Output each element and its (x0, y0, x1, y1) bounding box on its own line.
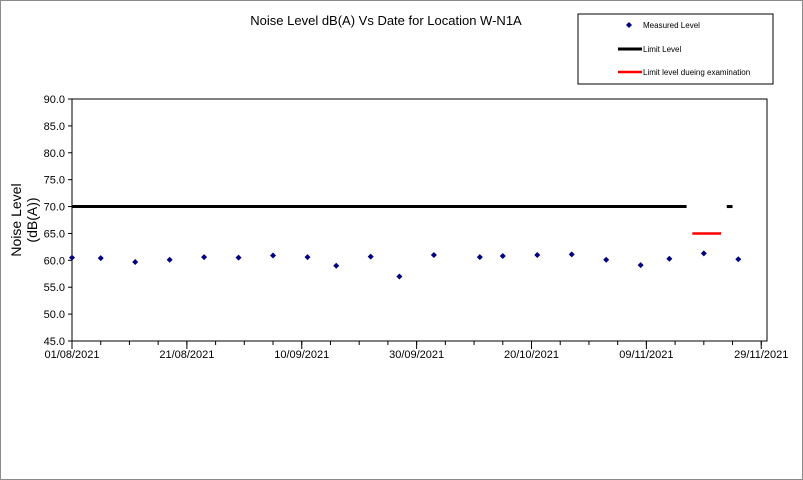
chart-title: Noise Level dB(A) Vs Date for Location W… (250, 13, 522, 28)
measured-level-point (534, 251, 541, 258)
measured-level-point (367, 253, 374, 260)
y-tick-label: 75.0 (44, 175, 65, 187)
measured-level-point (304, 254, 311, 261)
measured-level-point (637, 262, 644, 269)
measured-level-point (666, 255, 673, 262)
measured-level-point (700, 250, 707, 257)
legend-box (577, 13, 774, 85)
y-axis-label-line-2: (dB(A)) (24, 197, 40, 242)
measured-level-point (235, 254, 242, 261)
measured-level-point (69, 254, 75, 261)
legend-label-measured: Measured Level (643, 21, 700, 30)
measured-level-point (499, 253, 506, 260)
y-axis: 90.0 85.0 80.0 75.0 70.0 65.0 60.0 55.0 50.0 45.0 (44, 94, 72, 348)
x-tick-label: 21/08/2021 (159, 349, 214, 361)
measured-level-point (201, 254, 208, 261)
measured-level-point (476, 254, 483, 261)
x-tick-label: 20/10/2021 (504, 349, 559, 361)
x-tick-label: 30/09/2021 (389, 349, 444, 361)
x-tick-label: 10/09/2021 (274, 349, 329, 361)
y-axis-label-line-1: Noise Level (8, 183, 24, 256)
y-tick-label: 50.0 (44, 309, 65, 321)
y-tick-label: 55.0 (44, 282, 65, 294)
measured-level-point (603, 256, 610, 263)
plot-area (71, 98, 768, 342)
y-tick-label: 80.0 (44, 148, 65, 160)
y-tick-label: 85.0 (44, 121, 65, 133)
legend-label-limit: Limit Level (643, 45, 681, 54)
legend: Measured Level Limit Level Limit level d… (577, 13, 774, 85)
legend-label-exam: Limit level dueing examination (643, 68, 750, 77)
y-tick-label: 45.0 (44, 336, 65, 348)
y-tick-label: 70.0 (44, 202, 65, 214)
measured-level-point (568, 251, 575, 258)
x-tick-label: 29/11/2021 (734, 349, 788, 361)
x-tick-label: 01/08/2021 (44, 349, 99, 361)
x-axis: 01/08/2021 21/08/2021 10/09/2021 30/09/2021… (44, 341, 788, 361)
y-tick-label: 65.0 (44, 228, 65, 240)
measured-level-point (270, 252, 277, 259)
measured-level-point (333, 262, 340, 269)
measured-level-point (97, 255, 104, 262)
y-tick-label: 60.0 (44, 255, 65, 267)
y-tick-label: 90.0 (44, 94, 65, 106)
measured-level-point (735, 256, 742, 263)
x-tick-label: 09/11/2021 (619, 349, 673, 361)
measured-level-point (132, 258, 139, 265)
legend-diamond-icon (626, 22, 632, 28)
measured-level-point (396, 273, 403, 280)
measured-level-point (166, 256, 173, 263)
measured-level-point (430, 251, 437, 258)
limit-lines (72, 205, 733, 235)
measured-points (69, 250, 742, 280)
